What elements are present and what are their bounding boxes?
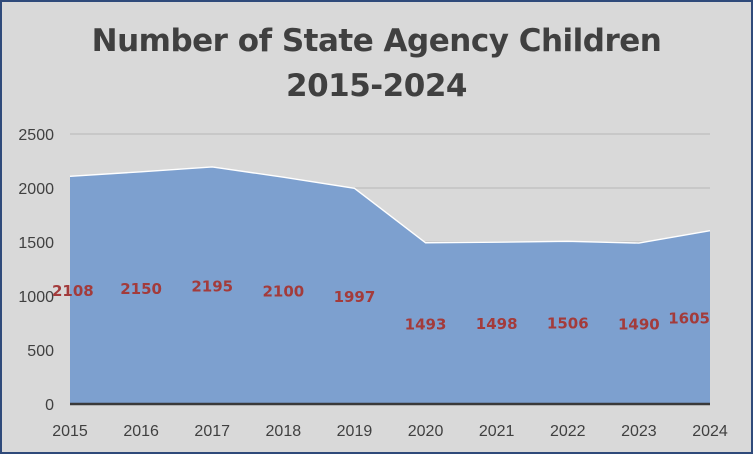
area-series xyxy=(70,166,710,404)
data-label: 1506 xyxy=(547,315,589,333)
data-label: 1605 xyxy=(668,309,710,327)
data-label: 1997 xyxy=(334,288,376,306)
data-label: 2108 xyxy=(52,282,94,300)
area-series-outline xyxy=(69,166,711,244)
data-label: 1490 xyxy=(618,316,660,334)
y-tick-label: 1500 xyxy=(18,235,54,252)
y-tick-label: 2500 xyxy=(18,127,54,144)
chart-title-line-1: Number of State Agency Children xyxy=(91,23,662,59)
x-tick-label: 2017 xyxy=(194,423,230,440)
data-label: 1498 xyxy=(476,315,518,333)
y-tick-label: 1000 xyxy=(18,289,54,306)
data-label: 2100 xyxy=(262,283,304,301)
x-tick-label: 2023 xyxy=(621,423,657,440)
data-label: 2195 xyxy=(191,277,233,295)
data-label: 2150 xyxy=(120,280,162,298)
chart-title-line-2: 2015-2024 xyxy=(286,68,467,104)
y-tick-label: 0 xyxy=(45,397,54,414)
y-tick-label: 2000 xyxy=(18,181,54,198)
x-tick-label: 2024 xyxy=(692,423,728,440)
y-tick-label: 500 xyxy=(27,343,54,360)
x-tick-label: 2019 xyxy=(337,423,373,440)
x-tick-label: 2016 xyxy=(123,423,159,440)
x-tick-label: 2022 xyxy=(550,423,586,440)
data-label: 1493 xyxy=(405,315,447,333)
x-tick-label: 2021 xyxy=(479,423,515,440)
x-tick-label: 2018 xyxy=(266,423,302,440)
x-tick-label: 2020 xyxy=(408,423,444,440)
x-tick-label: 2015 xyxy=(52,423,88,440)
